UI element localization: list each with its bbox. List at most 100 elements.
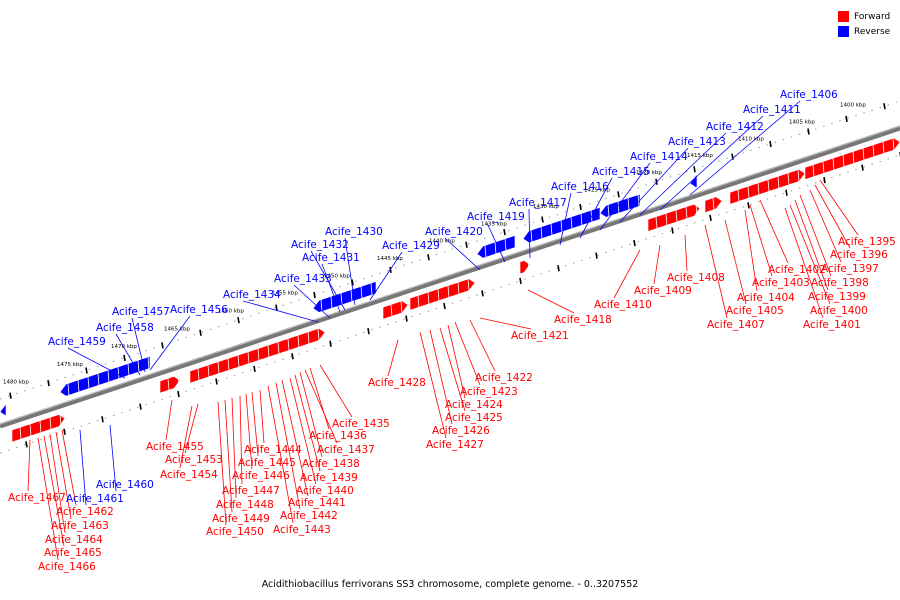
gene-separator bbox=[147, 356, 150, 370]
gene-separator bbox=[747, 186, 750, 199]
gene-separator bbox=[307, 331, 310, 345]
kbp-tick-label: 1440 kbp bbox=[429, 239, 455, 245]
reverse-leader bbox=[528, 208, 531, 259]
gene-separator bbox=[437, 288, 440, 302]
forward-leader bbox=[749, 204, 773, 277]
gene-separator bbox=[330, 296, 333, 309]
reverse-gene-label: Acife_1459 bbox=[48, 336, 106, 348]
forward-gene-label: Acife_1438 bbox=[302, 458, 360, 470]
gene-separator bbox=[527, 259, 530, 272]
gene-separator bbox=[317, 328, 320, 341]
forward-gene-label: Acife_1441 bbox=[288, 497, 346, 509]
forward-leader bbox=[319, 364, 353, 418]
reverse-leader bbox=[599, 162, 651, 231]
gene-labels: Acife_1406 Acife_1411 Acife_1412 Acife_1413… bbox=[8, 89, 896, 573]
guide-tick bbox=[633, 239, 636, 247]
guide-tick bbox=[443, 302, 446, 310]
forward-gene-label: Acife_1442 bbox=[280, 510, 338, 522]
legend-reverse: Reverse bbox=[838, 24, 890, 39]
gene-separator bbox=[787, 173, 790, 186]
forward-gene-arrow bbox=[382, 300, 409, 320]
gene-separator bbox=[872, 144, 875, 157]
forward-leader bbox=[704, 224, 728, 319]
gene-separator bbox=[580, 213, 583, 226]
gene-separator bbox=[862, 148, 865, 161]
gene-separator bbox=[237, 355, 240, 368]
gene-separator bbox=[277, 341, 280, 354]
gene-separator bbox=[227, 358, 230, 371]
guide-tick bbox=[253, 365, 256, 373]
gene-separator bbox=[350, 289, 353, 302]
guide-tick bbox=[845, 115, 848, 123]
reverse-leader bbox=[242, 300, 319, 323]
forward-leader bbox=[814, 184, 851, 249]
reverse-gene-label: Acife_1456 bbox=[170, 304, 228, 316]
reverse-swatch bbox=[838, 26, 849, 37]
guide-tick bbox=[63, 428, 66, 435]
gene-separator bbox=[29, 424, 32, 437]
forward-leader bbox=[267, 385, 294, 524]
forward-leader bbox=[819, 179, 859, 236]
forward-leader bbox=[613, 249, 641, 299]
guide-tick bbox=[807, 128, 810, 135]
gene-separator bbox=[39, 420, 42, 433]
gene-separator bbox=[107, 370, 110, 383]
guide-tick bbox=[123, 354, 126, 362]
reverse-leader bbox=[293, 284, 331, 319]
legend-forward-label: Forward bbox=[854, 11, 891, 22]
guide-tick bbox=[617, 191, 620, 198]
forward-gene-label: Acife_1463 bbox=[51, 520, 109, 532]
forward-leader bbox=[429, 329, 453, 425]
label-leaders bbox=[27, 100, 859, 561]
forward-gene-label: Acife_1465 bbox=[44, 547, 102, 559]
kbp-tick-label: 1480 kbp bbox=[3, 380, 29, 386]
kbp-tick-label: 1465 kbp bbox=[164, 326, 190, 332]
reverse-guide bbox=[0, 100, 900, 400]
forward-leader bbox=[289, 377, 317, 485]
gene-separator bbox=[695, 203, 698, 216]
gene-separator bbox=[217, 361, 220, 374]
forward-gene-label: Acife_1401 bbox=[803, 319, 861, 331]
gene-separator bbox=[457, 282, 460, 295]
forward-gene-label: Acife_1443 bbox=[273, 524, 331, 536]
forward-leader bbox=[294, 374, 321, 472]
gene-separator bbox=[484, 245, 487, 258]
kbp-ticks: 1400 kbp 1405 kbp 1410 kbp 1415 kbp 1420 kbp… bbox=[3, 103, 900, 448]
gene-separator bbox=[390, 304, 393, 317]
forward-gene-label: Acife_1444 bbox=[244, 444, 302, 456]
backbone-highlight bbox=[0, 125, 900, 425]
gene-separator bbox=[812, 164, 815, 177]
guide-tick bbox=[861, 164, 864, 171]
guide-tick bbox=[313, 291, 316, 299]
gene-separator bbox=[257, 348, 260, 361]
kbp-tick-label: 1410 kbp bbox=[738, 136, 764, 142]
forward-gene-label: Acife_1405 bbox=[726, 305, 784, 317]
forward-leader bbox=[744, 209, 758, 292]
reverse-gene-label: Acife_1431 bbox=[302, 252, 360, 264]
gene-separator bbox=[447, 285, 450, 298]
forward-leader bbox=[165, 399, 173, 441]
guide-tick bbox=[693, 166, 696, 173]
gene-separator bbox=[177, 375, 180, 388]
forward-leader bbox=[299, 371, 323, 458]
forward-gene-label: Acife_1446 bbox=[232, 470, 290, 482]
guide-tick bbox=[351, 279, 354, 286]
gene-separator bbox=[67, 383, 70, 396]
gene-separator bbox=[504, 238, 507, 251]
forward-gene-label: Acife_1450 bbox=[206, 526, 264, 538]
guide-tick bbox=[427, 254, 430, 261]
forward-gene-arrow bbox=[159, 376, 181, 394]
guide-tick bbox=[25, 441, 28, 448]
forward-leader bbox=[419, 331, 447, 439]
reverse-gene-label: Acife_1461 bbox=[66, 493, 124, 505]
forward-leader bbox=[439, 327, 466, 412]
forward-gene-label: Acife_1425 bbox=[445, 412, 503, 424]
forward-leader bbox=[304, 369, 338, 444]
forward-leader bbox=[49, 433, 66, 534]
forward-gene-label: Acife_1467 bbox=[8, 492, 66, 504]
kbp-tick-label: 1460 kbp bbox=[218, 309, 244, 315]
reverse-gene-label: Acife_1419 bbox=[467, 211, 525, 223]
forward-leader bbox=[245, 393, 253, 470]
reverse-gene-arrow bbox=[0, 403, 7, 417]
